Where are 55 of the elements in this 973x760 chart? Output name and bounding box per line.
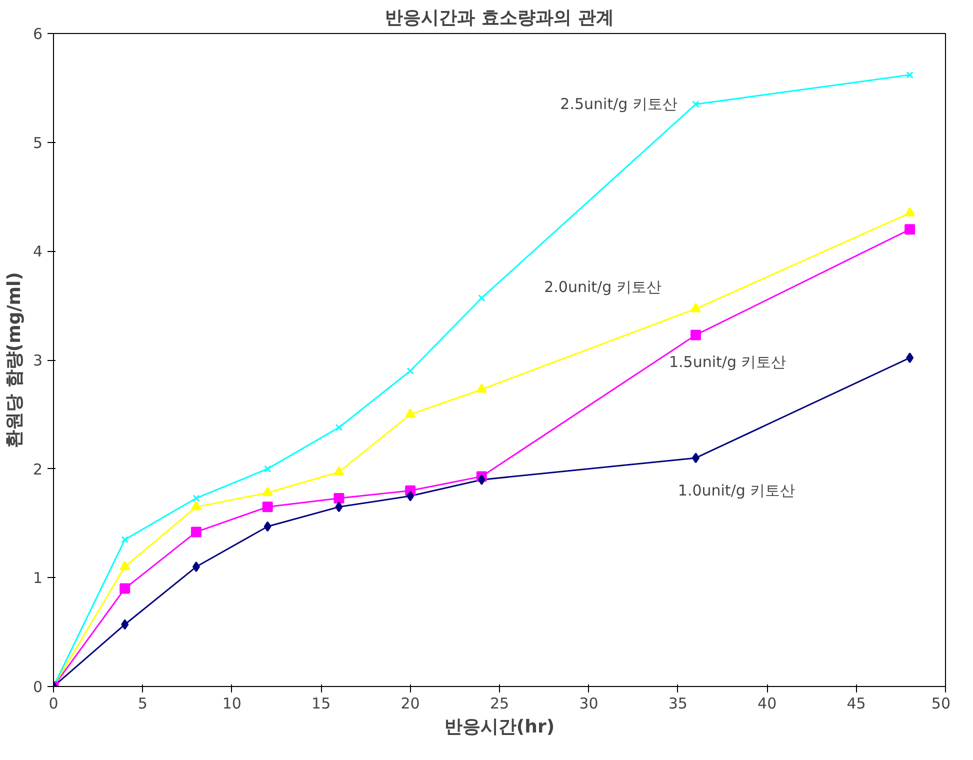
point xyxy=(334,492,344,504)
point xyxy=(405,408,416,418)
y-tick-label: 5 xyxy=(32,134,43,152)
point xyxy=(264,465,272,472)
x-tick-label: 25 xyxy=(490,694,510,712)
series-label: 1.5unit/g 키토산 xyxy=(668,353,786,372)
point xyxy=(906,352,914,364)
point xyxy=(262,502,273,512)
point xyxy=(121,536,128,544)
point xyxy=(120,583,130,594)
point xyxy=(692,100,700,108)
series-label: 2.0unit/g 키토산 xyxy=(544,278,662,296)
point xyxy=(192,494,200,502)
x-tick-label: 40 xyxy=(758,694,777,712)
point xyxy=(335,424,343,432)
x-tick-label: 10 xyxy=(222,694,242,712)
y-tick-label: 6 xyxy=(32,25,43,43)
x-tick-label: 15 xyxy=(312,694,331,712)
point xyxy=(476,383,487,393)
x-tick-label: 50 xyxy=(931,694,951,712)
x-tick-label: 20 xyxy=(400,694,420,712)
point xyxy=(692,452,700,464)
point xyxy=(190,526,202,538)
y-tick-label: 0 xyxy=(32,678,43,696)
x-tick-label: 45 xyxy=(846,694,866,712)
point xyxy=(904,224,916,235)
point xyxy=(478,294,486,302)
x-tick-label: 0 xyxy=(48,694,58,712)
point xyxy=(406,490,414,502)
point xyxy=(264,521,272,532)
y-tick-label: 4 xyxy=(32,242,43,261)
point xyxy=(262,486,273,496)
point xyxy=(192,562,200,572)
point xyxy=(690,302,701,312)
y-tick-label: 3 xyxy=(32,352,43,370)
point xyxy=(904,207,916,216)
point xyxy=(121,619,129,630)
y-axis-title: 환원당 함량(mg/ml) xyxy=(4,272,25,448)
chart-title: 반응시간과 효소량과의 관계 xyxy=(385,8,614,28)
point xyxy=(406,367,414,374)
point xyxy=(335,502,343,512)
x-tick-label: 30 xyxy=(579,694,598,712)
x-axis-title: 반응시간(hr) xyxy=(444,716,555,738)
point xyxy=(906,71,914,78)
series-label: 1.0unit/g 키토산 xyxy=(678,482,796,500)
y-tick-label: 1 xyxy=(32,569,43,588)
point xyxy=(190,500,202,510)
y-tick-label: 2 xyxy=(32,460,43,478)
point xyxy=(334,466,344,476)
series-label: 2.5unit/g 키토산 xyxy=(560,95,678,114)
x-tick-label: 5 xyxy=(138,694,148,712)
point xyxy=(120,560,130,570)
point xyxy=(690,330,701,340)
x-tick-label: 35 xyxy=(668,694,688,712)
point xyxy=(478,474,486,485)
